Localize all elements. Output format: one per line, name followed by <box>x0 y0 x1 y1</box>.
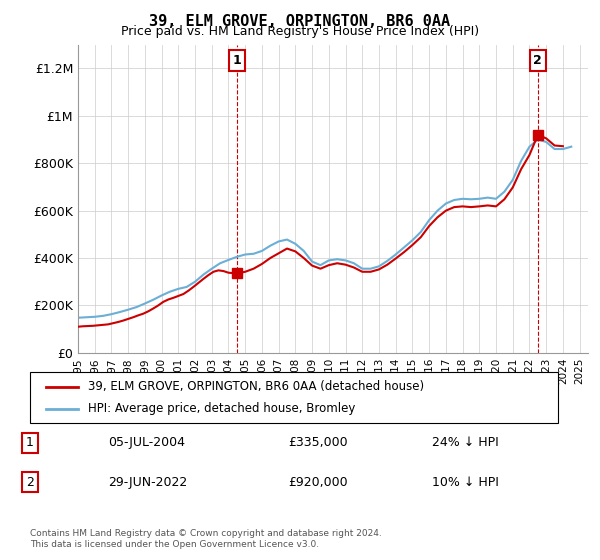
Text: 39, ELM GROVE, ORPINGTON, BR6 0AA: 39, ELM GROVE, ORPINGTON, BR6 0AA <box>149 14 451 29</box>
Text: Contains HM Land Registry data © Crown copyright and database right 2024.
This d: Contains HM Land Registry data © Crown c… <box>30 529 382 549</box>
Text: 10% ↓ HPI: 10% ↓ HPI <box>432 475 499 488</box>
Text: HPI: Average price, detached house, Bromley: HPI: Average price, detached house, Brom… <box>88 402 355 415</box>
Text: 1: 1 <box>232 54 241 67</box>
Text: 39, ELM GROVE, ORPINGTON, BR6 0AA (detached house): 39, ELM GROVE, ORPINGTON, BR6 0AA (detac… <box>88 380 424 393</box>
Text: 1: 1 <box>26 436 34 449</box>
Text: £335,000: £335,000 <box>288 436 347 449</box>
Text: 2: 2 <box>533 54 542 67</box>
Text: 29-JUN-2022: 29-JUN-2022 <box>108 475 187 488</box>
Text: 2: 2 <box>26 475 34 488</box>
Text: £920,000: £920,000 <box>288 475 347 488</box>
Text: 05-JUL-2004: 05-JUL-2004 <box>108 436 185 449</box>
Text: 24% ↓ HPI: 24% ↓ HPI <box>432 436 499 449</box>
FancyBboxPatch shape <box>30 372 558 423</box>
Text: Price paid vs. HM Land Registry's House Price Index (HPI): Price paid vs. HM Land Registry's House … <box>121 25 479 38</box>
